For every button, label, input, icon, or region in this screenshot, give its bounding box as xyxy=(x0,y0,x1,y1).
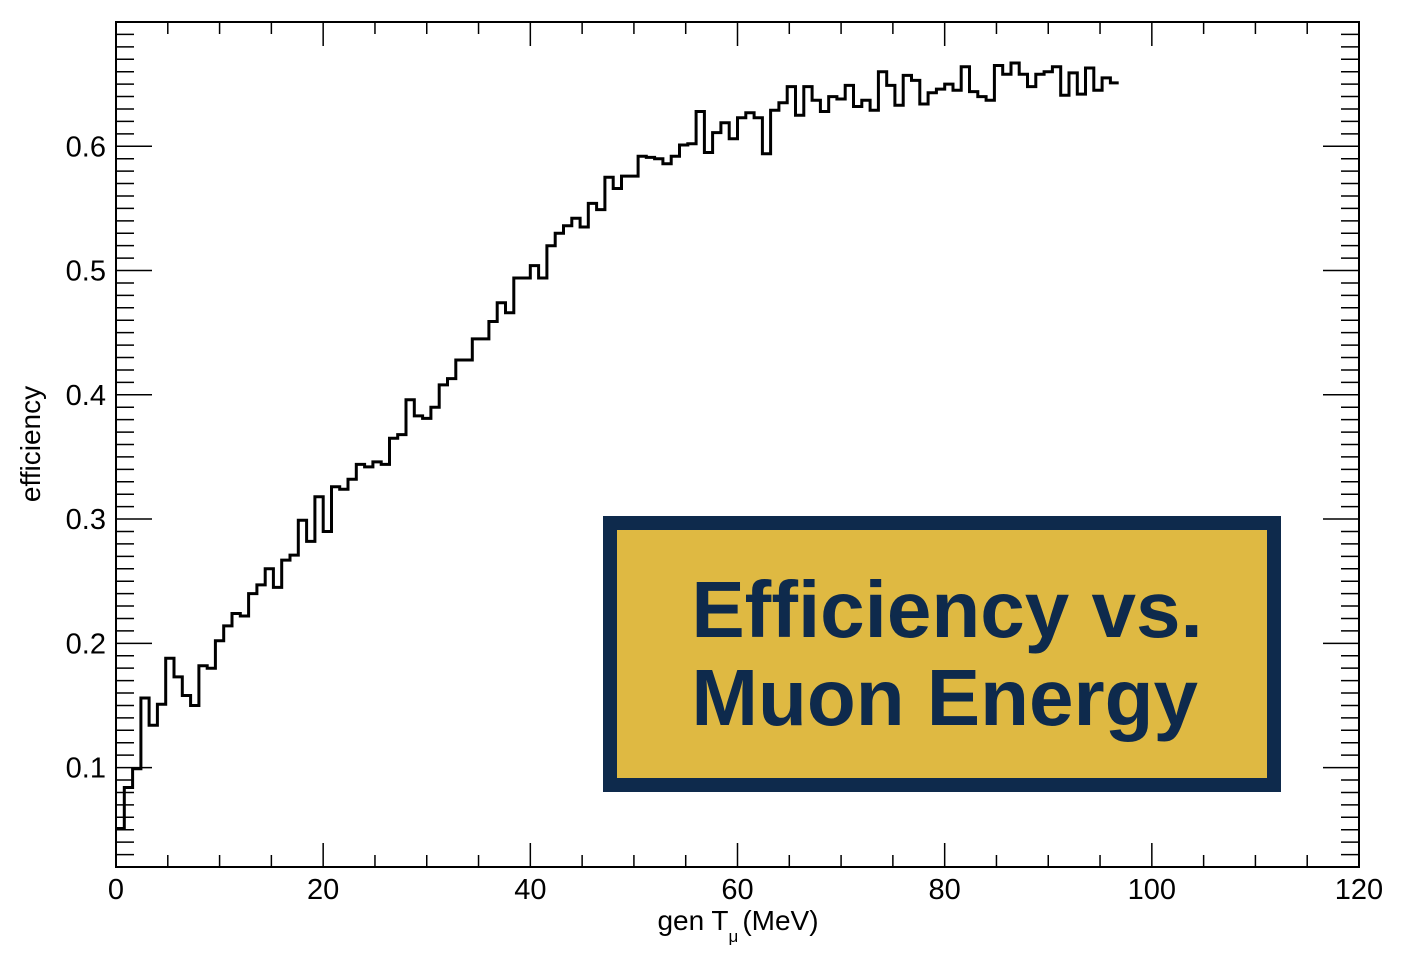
x-axis-title-subscript: μ xyxy=(729,927,739,946)
y-tick-label: 0.1 xyxy=(66,753,106,785)
x-axis-title-unit: (MeV) xyxy=(742,905,818,936)
x-tick-label: 80 xyxy=(929,874,961,906)
y-tick-label: 0.4 xyxy=(66,380,106,412)
x-tick-label: 100 xyxy=(1128,874,1176,906)
x-tick-label: 20 xyxy=(307,874,339,906)
y-tick-label: 0.2 xyxy=(66,628,106,660)
x-axis-ticks: 0 20 40 60 80 100 120 xyxy=(108,22,1383,906)
y-axis-title: efficiency xyxy=(15,386,46,502)
x-axis-title-main: gen T xyxy=(657,905,728,936)
x-tick-label: 120 xyxy=(1335,874,1383,906)
y-axis-ticks: 0.1 0.2 0.3 0.4 0.5 0.6 xyxy=(66,33,1359,856)
y-tick-label: 0.6 xyxy=(66,131,106,163)
x-tick-label: 0 xyxy=(108,874,124,906)
efficiency-step-line xyxy=(116,61,1119,830)
title-banner: Efficiency vs. Muon Energy xyxy=(603,516,1281,792)
x-tick-label: 40 xyxy=(514,874,546,906)
y-tick-label: 0.3 xyxy=(66,504,106,536)
banner-title-text: Efficiency vs. Muon Energy xyxy=(691,565,1203,742)
y-tick-label: 0.5 xyxy=(66,256,106,288)
x-tick-label: 60 xyxy=(721,874,753,906)
x-axis-title: gen Tμ(MeV) xyxy=(657,905,818,946)
